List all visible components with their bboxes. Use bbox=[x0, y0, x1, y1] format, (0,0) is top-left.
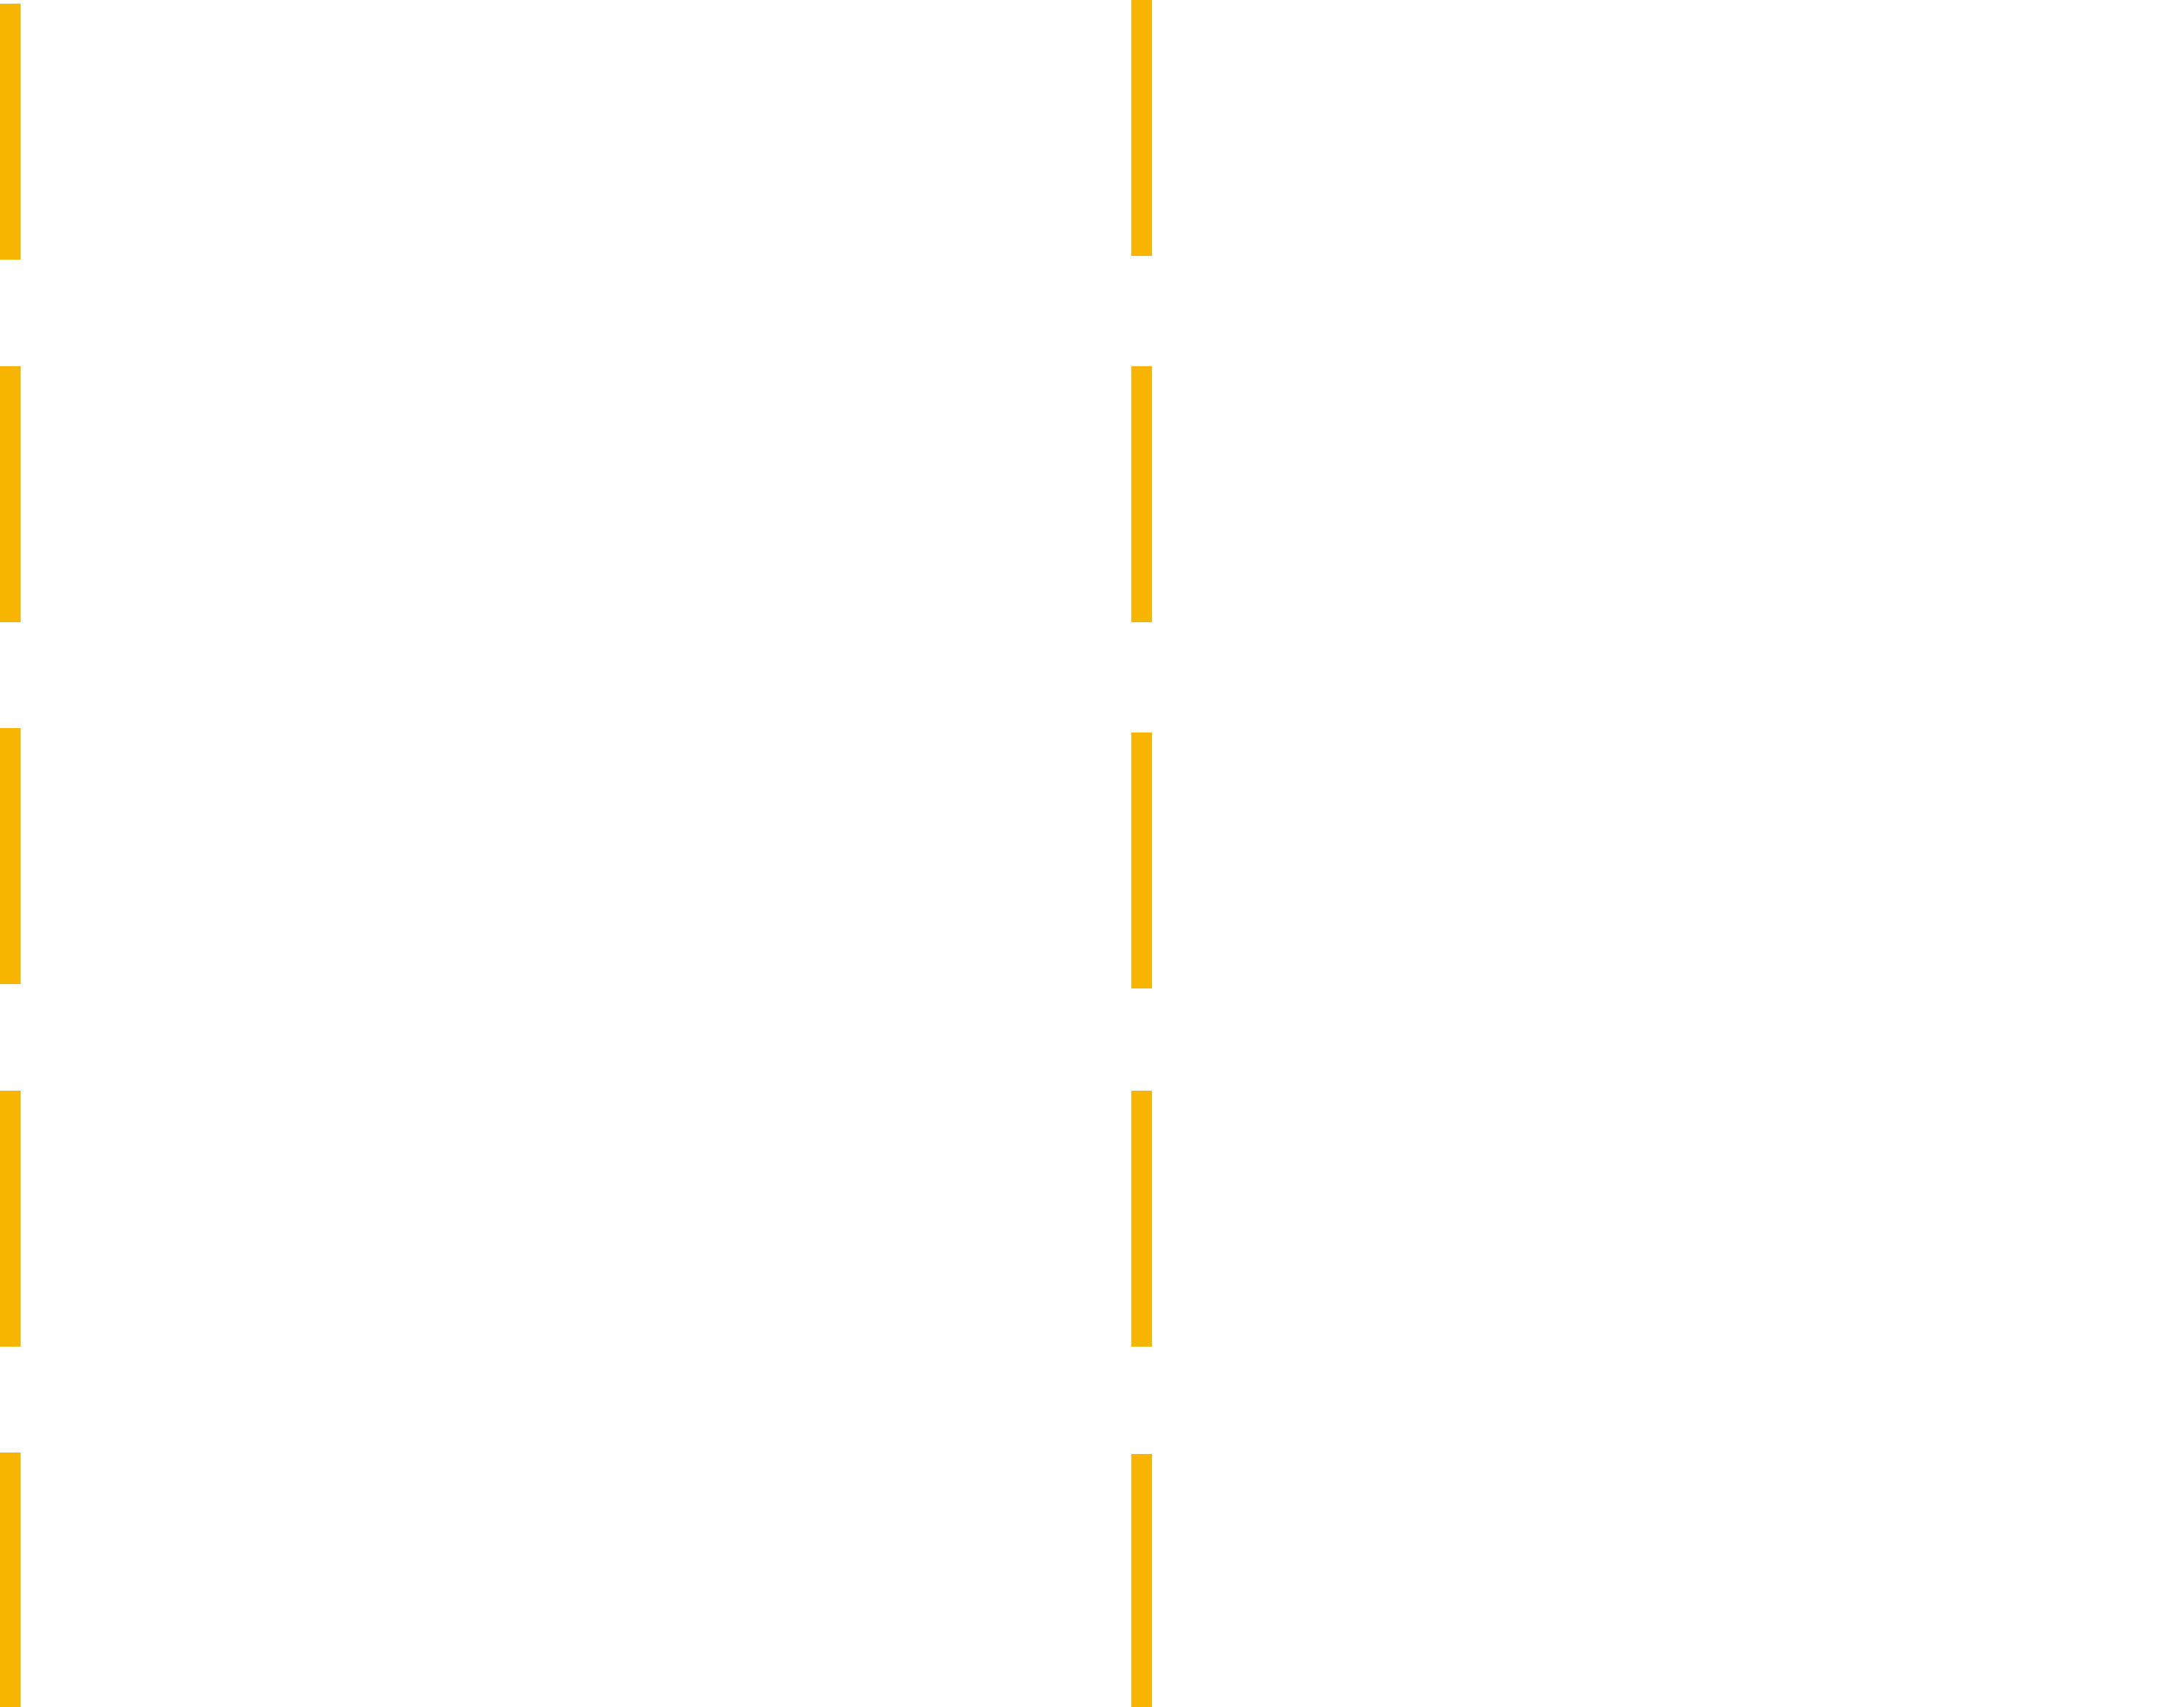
marker-bar bbox=[0, 366, 21, 622]
marker-bar bbox=[0, 1091, 21, 1347]
marker-bar bbox=[1131, 733, 1152, 988]
marker-bar bbox=[0, 728, 21, 984]
marker-bar bbox=[1131, 1454, 1152, 1707]
marker-bar bbox=[0, 1453, 21, 1707]
left-marker-column bbox=[0, 0, 21, 1707]
right-marker-column bbox=[1131, 0, 1152, 1707]
marker-bar bbox=[1131, 1091, 1152, 1347]
marker-bar bbox=[0, 4, 21, 260]
marker-bar bbox=[1131, 366, 1152, 622]
marker-bar bbox=[1131, 0, 1152, 256]
